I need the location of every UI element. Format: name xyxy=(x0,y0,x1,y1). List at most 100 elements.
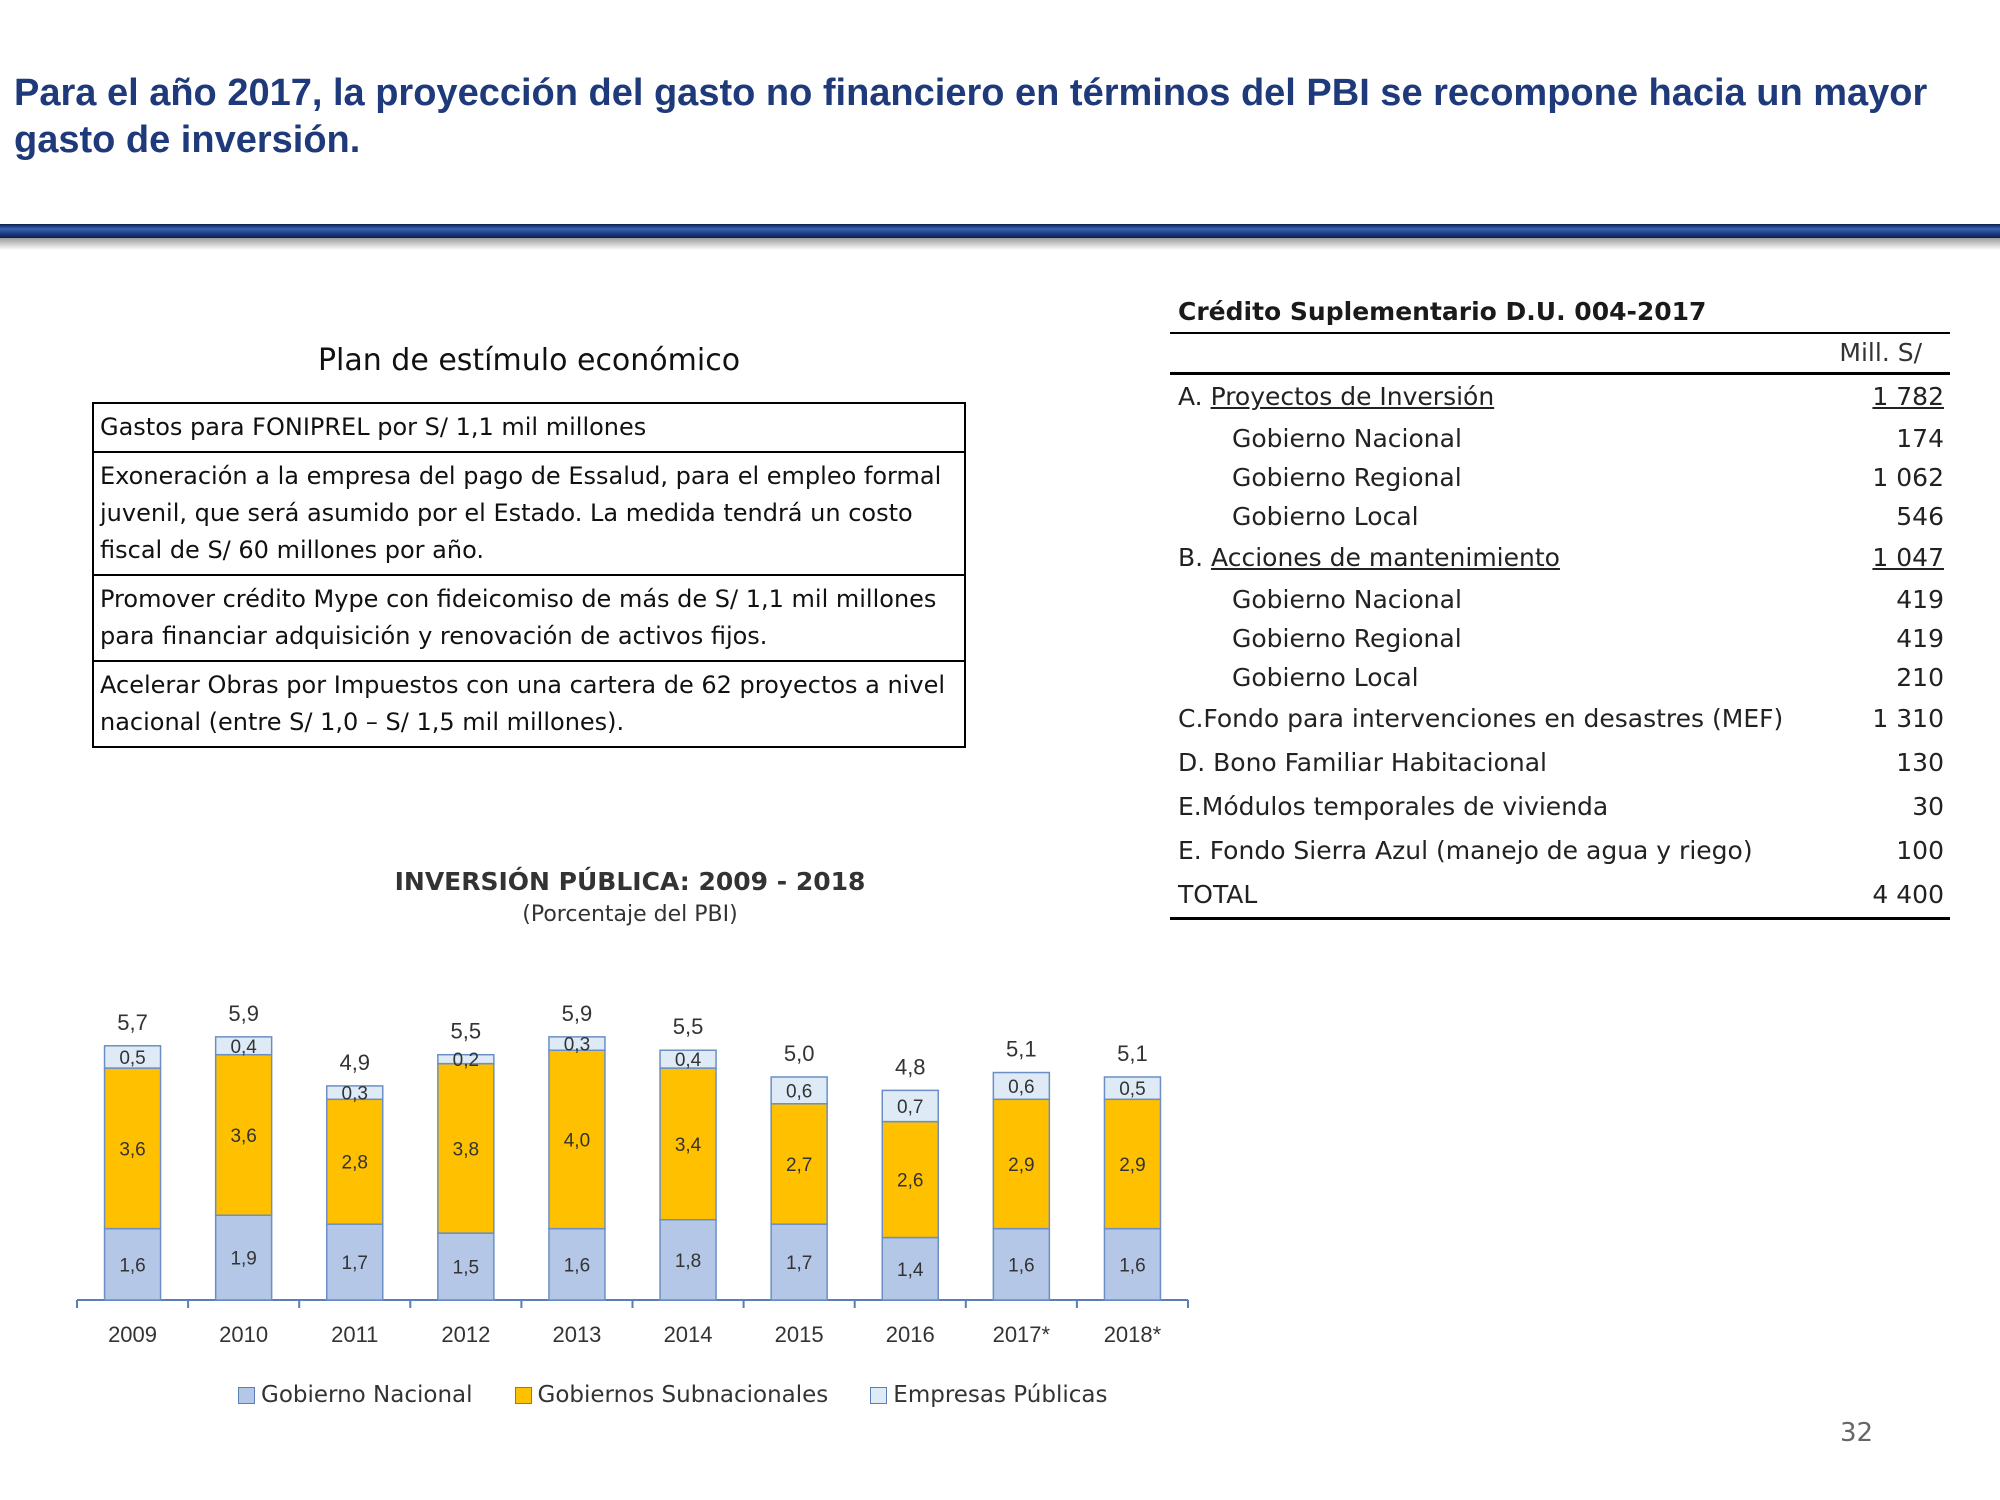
bar-segment xyxy=(992,1071,1051,1101)
bar-segment xyxy=(1103,1076,1162,1101)
bar-segment xyxy=(214,1036,273,1056)
credit-label: Gobierno Regional xyxy=(1232,463,1462,492)
credit-row: Gobierno Regional 419 xyxy=(1170,619,1950,658)
credit-row: E.Módulos temporales de vivienda 30 xyxy=(1170,785,1950,829)
plan-row-text: Promover crédito Mype con fideicomiso de… xyxy=(92,574,966,662)
slide-headline: Para el año 2017, la proyección del gast… xyxy=(14,72,1928,161)
legend-label: Empresas Públicas xyxy=(893,1382,1108,1408)
x-tick-label: 2016 xyxy=(886,1322,935,1347)
credit-label: Proyectos de Inversión xyxy=(1210,382,1495,411)
credit-row: Gobierno Local 210 xyxy=(1170,658,1950,697)
data-label: 3,8 xyxy=(453,1139,479,1160)
credit-value: 1 782 xyxy=(1872,382,1944,411)
data-label: 0,7 xyxy=(897,1097,923,1118)
data-label: 1,6 xyxy=(1119,1255,1145,1276)
data-label: 3,4 xyxy=(675,1135,702,1156)
data-label: 2,8 xyxy=(342,1153,368,1174)
credit-row: Gobierno Nacional 419 xyxy=(1170,580,1950,619)
credit-value: 419 xyxy=(1896,585,1944,614)
credit-row: Gobierno Local 546 xyxy=(1170,497,1950,536)
bar-segment xyxy=(103,1227,162,1301)
bar-segment xyxy=(548,1036,606,1051)
plan-row-text: Exoneración a la empresa del pago de Ess… xyxy=(92,451,966,576)
data-label: 0,5 xyxy=(119,1048,145,1069)
bar-segment xyxy=(770,1076,828,1105)
x-tick-label: 2010 xyxy=(219,1322,268,1347)
credit-label: TOTAL xyxy=(1178,880,1258,909)
credit-label: D. Bono Familiar Habitacional xyxy=(1178,748,1547,777)
plan-row: Gastos para FONIPREL por S/ 1,1 mil mill… xyxy=(92,402,966,453)
x-tick-label: 2012 xyxy=(441,1322,490,1347)
bar-segment xyxy=(659,1067,717,1221)
data-label: 1,9 xyxy=(230,1249,256,1270)
data-label: 1,8 xyxy=(675,1251,701,1272)
credit-value: 174 xyxy=(1896,424,1944,453)
total-label: 5,7 xyxy=(117,1010,148,1035)
credit-value: 130 xyxy=(1896,748,1944,777)
credit-row: D. Bono Familiar Habitacional 130 xyxy=(1170,741,1950,785)
page-number: 32 xyxy=(1840,1418,1874,1448)
total-label: 5,1 xyxy=(1117,1041,1148,1066)
data-label: 1,7 xyxy=(342,1253,368,1274)
credit-row: B. Acciones de mantenimiento 1 047 xyxy=(1170,536,1950,580)
plan-row-text: Acelerar Obras por Impuestos con una car… xyxy=(92,660,966,748)
credit-label: C.Fondo para intervenciones en desastres… xyxy=(1178,704,1784,733)
bar-segment xyxy=(770,1103,828,1225)
bar-segment xyxy=(1103,1098,1162,1230)
credit-label: Gobierno Local xyxy=(1232,502,1419,531)
credit-value: 419 xyxy=(1896,624,1944,653)
bar-segment xyxy=(214,1214,273,1301)
credit-value: 1 062 xyxy=(1872,463,1944,492)
x-tick-label: 2014 xyxy=(664,1322,713,1347)
plan-row: Exoneración a la empresa del pago de Ess… xyxy=(92,451,966,576)
bar-segment xyxy=(548,1227,606,1301)
total-label: 4,8 xyxy=(895,1054,926,1079)
total-label: 4,9 xyxy=(339,1050,370,1075)
credit-value: 30 xyxy=(1912,792,1944,821)
bar-segment xyxy=(326,1098,384,1225)
plan-row-text: Gastos para FONIPREL por S/ 1,1 mil mill… xyxy=(92,402,966,453)
credit-value: 100 xyxy=(1896,836,1944,865)
plan-row: Promover crédito Mype con fideicomiso de… xyxy=(92,574,966,662)
credit-row: Gobierno Nacional 174 xyxy=(1170,419,1950,458)
credit-label: E.Módulos temporales de vivienda xyxy=(1178,792,1609,821)
legend-swatch xyxy=(238,1386,255,1404)
data-label: 0,4 xyxy=(675,1050,702,1071)
credit-label: E. Fondo Sierra Azul (manejo de agua y r… xyxy=(1178,836,1753,865)
total-label: 5,5 xyxy=(451,1019,482,1044)
data-label: 3,6 xyxy=(119,1139,145,1160)
total-label: 5,9 xyxy=(228,1001,259,1026)
total-label: 5,9 xyxy=(562,1001,593,1026)
credit-value: 1 047 xyxy=(1872,543,1944,572)
data-label: 0,3 xyxy=(342,1084,368,1105)
legend-label: Gobiernos Subnacionales xyxy=(537,1382,829,1408)
data-label: 1,6 xyxy=(564,1255,590,1276)
chart-title: INVERSIÓN PÚBLICA: 2009 - 2018 xyxy=(394,867,866,896)
credit-label: Gobierno Regional xyxy=(1232,624,1462,653)
bar-segment xyxy=(548,1049,606,1230)
bar-segment xyxy=(659,1049,717,1069)
bar-segment xyxy=(437,1062,495,1234)
credit-unit: Mill. S/ xyxy=(1170,334,1950,375)
data-label: 1,4 xyxy=(897,1260,924,1281)
data-label: 0,6 xyxy=(786,1081,812,1102)
x-tick-label: 2013 xyxy=(552,1322,601,1347)
credit-value: 210 xyxy=(1896,663,1944,692)
bar-segment xyxy=(103,1045,162,1069)
credit-row-total: TOTAL 4 400 xyxy=(1170,873,1950,920)
bar-segment xyxy=(214,1053,273,1217)
bar-segment xyxy=(1103,1227,1162,1301)
header-rule xyxy=(0,224,2000,238)
chart-legend: Gobierno Nacional Gobiernos Subnacionale… xyxy=(238,1382,1107,1408)
data-label: 1,5 xyxy=(453,1258,479,1279)
plan-table: Gastos para FONIPREL por S/ 1,1 mil mill… xyxy=(92,402,966,748)
plan-title: Plan de estímulo económico xyxy=(317,343,741,378)
credit-row: A. Proyectos de Inversión 1 782 xyxy=(1170,375,1950,419)
legend-swatch xyxy=(514,1386,532,1404)
bar-segment xyxy=(437,1232,495,1301)
bar-segment xyxy=(992,1227,1051,1301)
credit-row: E. Fondo Sierra Azul (manejo de agua y r… xyxy=(1170,829,1950,873)
chart-subtitle: (Porcentaje del PBI) xyxy=(522,902,738,927)
bar-segment xyxy=(881,1089,939,1123)
